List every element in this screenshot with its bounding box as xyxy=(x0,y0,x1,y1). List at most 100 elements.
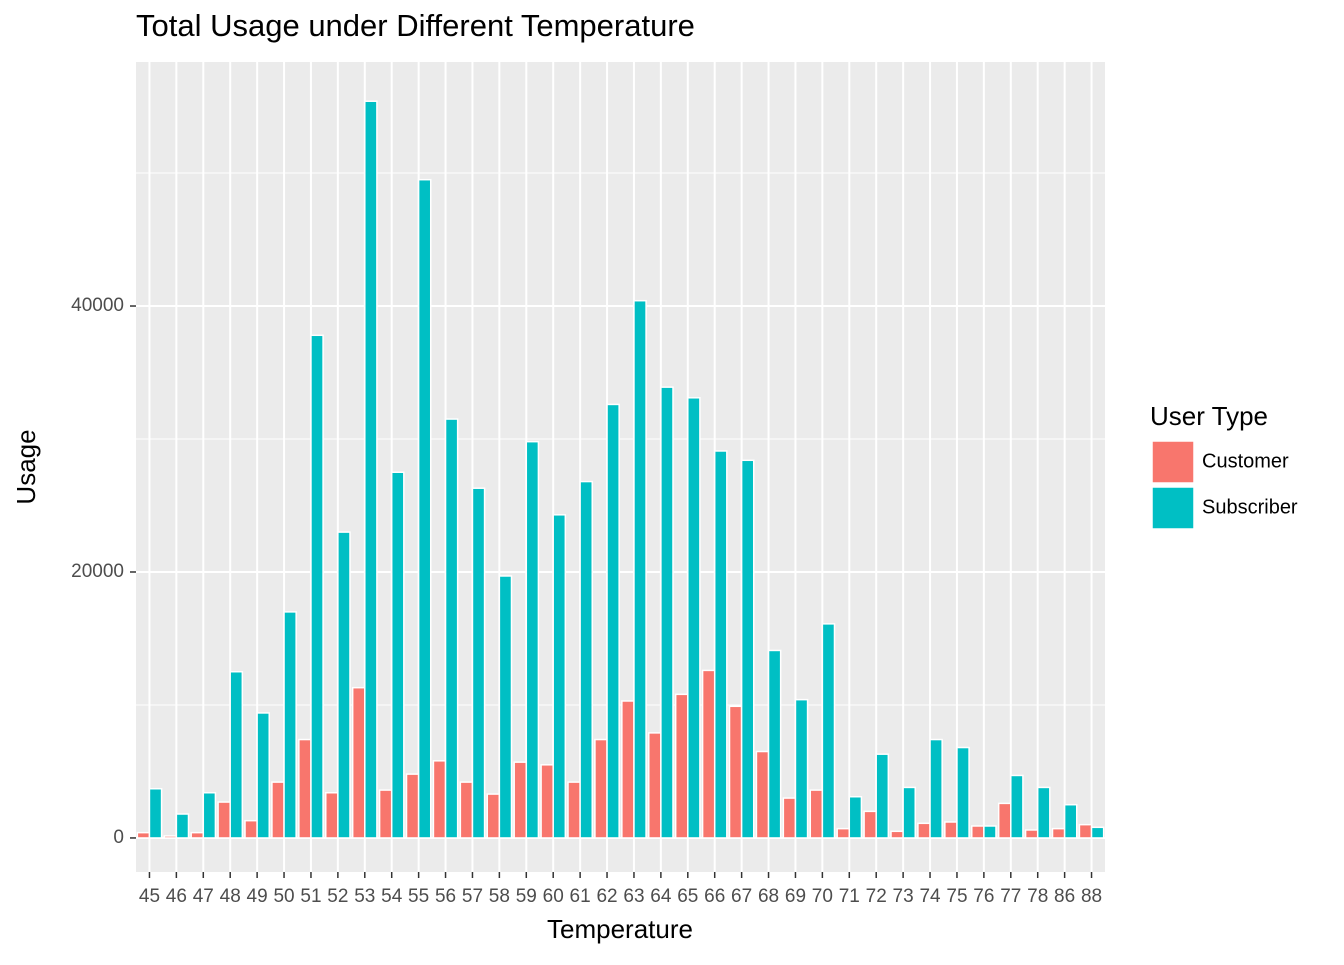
x-tick-label: 45 xyxy=(139,886,160,907)
y-tick-label: 20000 xyxy=(71,561,124,582)
bar xyxy=(390,471,405,839)
bar xyxy=(459,781,474,839)
bar xyxy=(298,738,312,839)
x-tick-label: 78 xyxy=(1027,886,1048,907)
bar xyxy=(486,793,501,839)
x-tick-label: 46 xyxy=(166,886,187,907)
y-axis-label: Usage xyxy=(11,429,41,504)
bar xyxy=(175,813,190,839)
bar xyxy=(229,670,244,839)
x-tick-label: 53 xyxy=(354,886,375,907)
bar xyxy=(567,781,581,839)
bar xyxy=(1010,774,1024,839)
bar xyxy=(821,623,836,839)
x-axis-label: Temperature xyxy=(547,914,693,944)
bar xyxy=(405,773,420,839)
x-tick-label: 61 xyxy=(570,886,591,907)
bar xyxy=(1024,829,1039,839)
bar xyxy=(701,669,716,839)
bar xyxy=(283,611,297,839)
bar xyxy=(217,801,231,839)
x-tick-label: 47 xyxy=(193,886,214,907)
y-tick-label: 0 xyxy=(113,827,124,848)
plot-background xyxy=(136,62,1105,872)
bar xyxy=(890,830,904,839)
bar xyxy=(540,764,554,839)
bar xyxy=(929,738,943,839)
x-tick-label: 64 xyxy=(650,886,672,907)
bar xyxy=(1036,786,1051,839)
x-tick-label: 50 xyxy=(273,886,294,907)
x-tick-label: 75 xyxy=(946,886,967,907)
x-tick-label: 66 xyxy=(704,886,725,907)
bar xyxy=(444,418,459,839)
bar xyxy=(606,403,620,839)
bar xyxy=(148,788,163,839)
x-tick-label: 48 xyxy=(220,886,241,907)
bar xyxy=(621,700,635,839)
bar xyxy=(351,686,366,839)
bar xyxy=(848,795,863,839)
bar xyxy=(997,802,1012,839)
x-tick-label: 74 xyxy=(919,886,941,907)
x-tick-label: 67 xyxy=(731,886,752,907)
bar xyxy=(794,698,809,839)
x-tick-label: 88 xyxy=(1081,886,1102,907)
legend-title: User Type xyxy=(1150,401,1268,431)
bar xyxy=(256,712,270,839)
x-tick-label: 60 xyxy=(543,886,564,907)
bar xyxy=(633,299,647,839)
x-tick-label: 71 xyxy=(839,886,860,907)
bar xyxy=(271,781,285,839)
bar xyxy=(863,810,877,839)
x-tick-label: 56 xyxy=(435,886,456,907)
x-tick-label: 68 xyxy=(758,886,779,907)
bar xyxy=(325,791,339,839)
bar xyxy=(782,797,797,839)
bar xyxy=(809,789,824,839)
bar xyxy=(944,821,958,839)
chart-title: Total Usage under Different Temperature xyxy=(136,8,695,43)
bar xyxy=(687,397,701,839)
bar xyxy=(498,575,513,839)
x-tick-label: 58 xyxy=(489,886,510,907)
x-tick-label: 73 xyxy=(893,886,914,907)
bar xyxy=(471,487,486,839)
legend-label: Subscriber xyxy=(1202,496,1298,518)
bar xyxy=(674,693,689,839)
x-tick-label: 57 xyxy=(462,886,483,907)
bar xyxy=(594,738,608,839)
bar xyxy=(525,440,540,839)
bar xyxy=(648,732,662,839)
bar xyxy=(1078,823,1093,839)
x-tick-label: 70 xyxy=(812,886,833,907)
x-tick-label: 49 xyxy=(247,886,268,907)
bar xyxy=(1051,827,1066,839)
legend-swatch xyxy=(1151,486,1195,530)
x-tick-label: 69 xyxy=(785,886,806,907)
bar xyxy=(513,761,528,839)
x-tick-label: 54 xyxy=(381,886,403,907)
bar xyxy=(956,746,970,839)
bar xyxy=(875,753,890,839)
bar xyxy=(244,819,258,839)
bar xyxy=(310,334,324,839)
x-tick-label: 62 xyxy=(596,886,617,907)
x-tick-label: 55 xyxy=(408,886,429,907)
bar xyxy=(432,760,447,839)
x-tick-label: 65 xyxy=(677,886,698,907)
bar xyxy=(755,750,770,839)
bar xyxy=(660,386,674,839)
bar xyxy=(836,827,851,839)
bar xyxy=(740,459,755,839)
bar xyxy=(1063,803,1078,839)
bar xyxy=(202,791,217,839)
x-tick-label: 86 xyxy=(1054,886,1075,907)
bar xyxy=(378,789,393,839)
x-tick-label: 72 xyxy=(866,886,887,907)
y-tick-label: 40000 xyxy=(71,295,124,316)
bar xyxy=(136,831,151,839)
bar xyxy=(728,705,743,839)
x-tick-label: 63 xyxy=(623,886,644,907)
